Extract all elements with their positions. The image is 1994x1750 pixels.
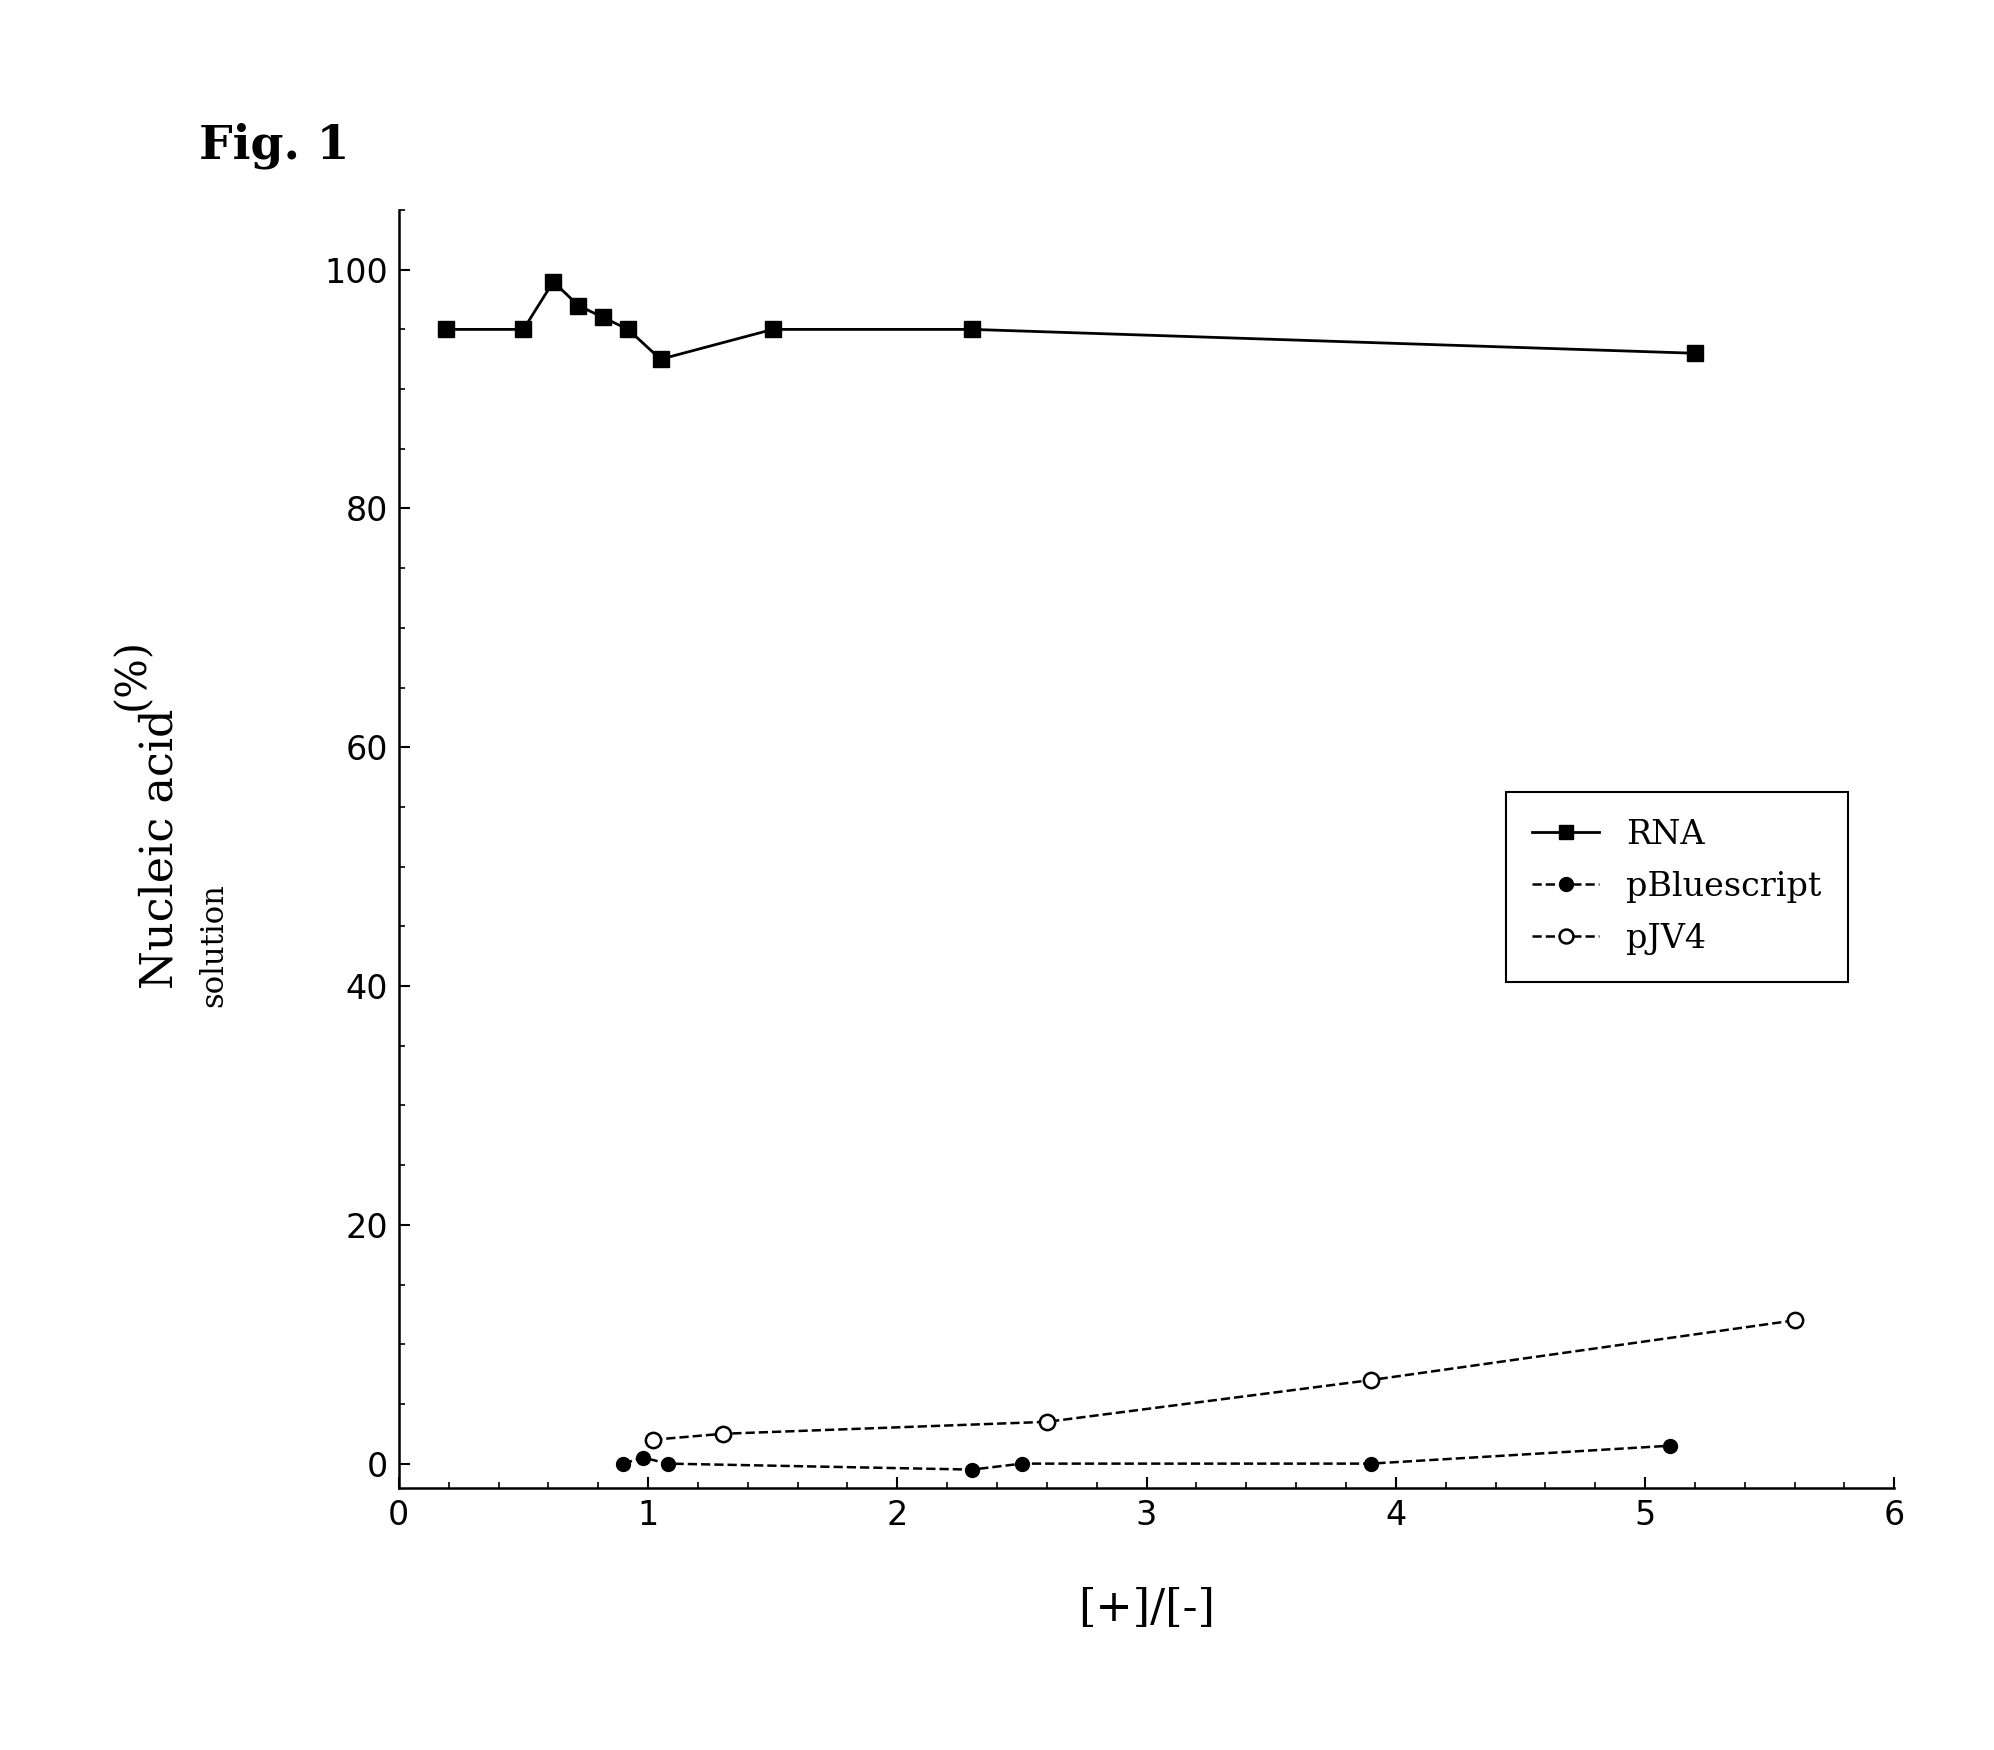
X-axis label: [+]/[-]: [+]/[-] <box>1079 1587 1214 1631</box>
Text: (%): (%) <box>110 637 154 711</box>
Text: Fig. 1: Fig. 1 <box>199 123 349 170</box>
Text: solution: solution <box>197 884 229 1006</box>
Legend: RNA, pBluescript, pJV4: RNA, pBluescript, pJV4 <box>1505 793 1848 982</box>
Text: Nucleic acid: Nucleic acid <box>138 709 181 989</box>
